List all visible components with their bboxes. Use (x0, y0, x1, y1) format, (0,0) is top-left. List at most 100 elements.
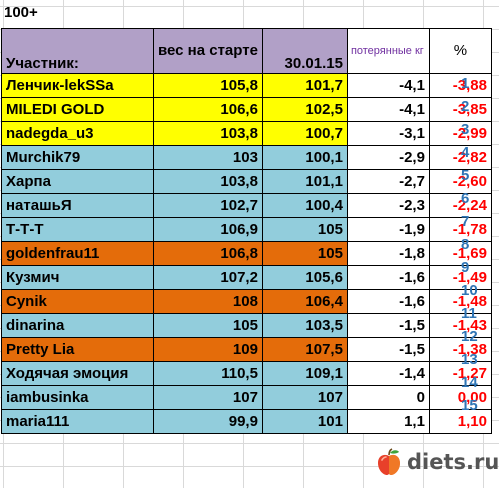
percent-cell[interactable]: -1,49 (428, 265, 492, 290)
participant-cell[interactable]: Т-Т-Т (1, 217, 154, 242)
participant-cell[interactable]: goldenfrau11 (1, 241, 154, 266)
table-row: maria111 99,9 101 1,1 1,10 (1, 409, 492, 434)
percent-cell[interactable]: -2,24 (428, 193, 492, 218)
participant-cell[interactable]: MILEDI GOLD (1, 97, 154, 122)
participant-cell[interactable]: Ходячая эмоция (1, 361, 154, 386)
header-lost-kg[interactable]: потерянные кг (346, 28, 430, 74)
table-row: nadegda_u3 103,8 100,7 -3,1 -2,99 (1, 121, 492, 146)
current-weight-cell[interactable]: 105 (261, 217, 348, 242)
start-weight-cell[interactable]: 103 (153, 145, 263, 170)
lost-kg-cell[interactable]: -3,1 (346, 121, 430, 146)
percent-cell[interactable]: -3,88 (428, 73, 492, 98)
lost-kg-cell[interactable]: -2,7 (346, 169, 430, 194)
rank-label: 11 (461, 305, 477, 322)
sheet-title: 100+ (4, 4, 38, 21)
current-weight-cell[interactable]: 100,7 (261, 121, 348, 146)
start-weight-cell[interactable]: 107 (153, 385, 263, 410)
apple-icon (378, 448, 400, 475)
table-row: MILEDI GOLD 106,6 102,5 -4,1 -3,85 (1, 97, 492, 122)
participant-cell[interactable]: Cynik (1, 289, 154, 314)
rank-label: 7 (461, 213, 470, 230)
start-weight-cell[interactable]: 103,8 (153, 121, 263, 146)
current-weight-cell[interactable]: 106,4 (261, 289, 348, 314)
lost-kg-cell[interactable]: -1,6 (346, 265, 430, 290)
rank-label: 6 (461, 190, 470, 207)
participant-cell[interactable]: Харпа (1, 169, 154, 194)
current-weight-cell[interactable]: 100,1 (261, 145, 348, 170)
rank-label: 12 (461, 328, 478, 345)
current-weight-cell[interactable]: 105,6 (261, 265, 348, 290)
percent-cell[interactable]: -1,43 (428, 313, 492, 338)
participant-cell[interactable]: Кузмич (1, 265, 154, 290)
watermark-text: diets.ru (407, 450, 499, 474)
rank-label: 2 (461, 98, 470, 115)
header-percent[interactable]: % (428, 28, 492, 74)
percent-cell[interactable]: -2,60 (428, 169, 492, 194)
percent-cell[interactable]: -3,85 (428, 97, 492, 122)
table-row: Cynik 108 106,4 -1,6 -1,48 (1, 289, 492, 314)
current-weight-cell[interactable]: 101,1 (261, 169, 348, 194)
start-weight-cell[interactable]: 105,8 (153, 73, 263, 98)
header-date[interactable]: 30.01.15 (261, 28, 348, 74)
start-weight-cell[interactable]: 109 (153, 337, 263, 362)
table-row: Ходячая эмоция 110,5 109,1 -1,4 -1,27 (1, 361, 492, 386)
start-weight-cell[interactable]: 106,9 (153, 217, 263, 242)
current-weight-cell[interactable]: 101,7 (261, 73, 348, 98)
lost-kg-cell[interactable]: 1,1 (346, 409, 430, 434)
start-weight-cell[interactable]: 106,8 (153, 241, 263, 266)
participant-cell[interactable]: Pretty Lia (1, 337, 154, 362)
participant-cell[interactable]: Ленчик-lekSSa (1, 73, 154, 98)
lost-kg-cell[interactable]: -1,5 (346, 313, 430, 338)
start-weight-cell[interactable]: 106,6 (153, 97, 263, 122)
lost-kg-cell[interactable]: -4,1 (346, 73, 430, 98)
current-weight-cell[interactable]: 107,5 (261, 337, 348, 362)
percent-cell[interactable]: -1,78 (428, 217, 492, 242)
table-row: Т-Т-Т 106,9 105 -1,9 -1,78 (1, 217, 492, 242)
participant-cell[interactable]: Murchik79 (1, 145, 154, 170)
current-weight-cell[interactable]: 105 (261, 241, 348, 266)
start-weight-cell[interactable]: 102,7 (153, 193, 263, 218)
start-weight-cell[interactable]: 99,9 (153, 409, 263, 434)
lost-kg-cell[interactable]: -4,1 (346, 97, 430, 122)
lost-kg-cell[interactable]: -2,3 (346, 193, 430, 218)
percent-cell[interactable]: -2,99 (428, 121, 492, 146)
percent-cell[interactable]: 0,00 (428, 385, 492, 410)
rank-label: 10 (461, 282, 478, 299)
current-weight-cell[interactable]: 100,4 (261, 193, 348, 218)
start-weight-cell[interactable]: 103,8 (153, 169, 263, 194)
start-weight-cell[interactable]: 105 (153, 313, 263, 338)
percent-cell[interactable]: -1,69 (428, 241, 492, 266)
results-table: Участник: вес на старте 30.01.15 потерян… (1, 28, 492, 434)
percent-cell[interactable]: 1,10 (428, 409, 492, 434)
percent-cell[interactable]: -1,38 (428, 337, 492, 362)
percent-cell[interactable]: -2,82 (428, 145, 492, 170)
lost-kg-cell[interactable]: -1,6 (346, 289, 430, 314)
percent-cell[interactable]: -1,48 (428, 289, 492, 314)
header-start-weight[interactable]: вес на старте (153, 28, 263, 74)
participant-cell[interactable]: nadegda_u3 (1, 121, 154, 146)
start-weight-cell[interactable]: 107,2 (153, 265, 263, 290)
header-row: Участник: вес на старте 30.01.15 потерян… (1, 28, 492, 74)
lost-kg-cell[interactable]: -1,5 (346, 337, 430, 362)
participant-cell[interactable]: dinarina (1, 313, 154, 338)
table-row: Murchik79 103 100,1 -2,9 -2,82 (1, 145, 492, 170)
header-participant[interactable]: Участник: (1, 28, 154, 74)
lost-kg-cell[interactable]: -1,9 (346, 217, 430, 242)
lost-kg-cell[interactable]: -1,8 (346, 241, 430, 266)
current-weight-cell[interactable]: 109,1 (261, 361, 348, 386)
table-row: iambusinka 107 107 0 0,00 (1, 385, 492, 410)
watermark: diets.ru (374, 447, 499, 477)
current-weight-cell[interactable]: 101 (261, 409, 348, 434)
current-weight-cell[interactable]: 107 (261, 385, 348, 410)
lost-kg-cell[interactable]: 0 (346, 385, 430, 410)
participant-cell[interactable]: maria111 (1, 409, 154, 434)
start-weight-cell[interactable]: 108 (153, 289, 263, 314)
current-weight-cell[interactable]: 103,5 (261, 313, 348, 338)
lost-kg-cell[interactable]: -1,4 (346, 361, 430, 386)
lost-kg-cell[interactable]: -2,9 (346, 145, 430, 170)
start-weight-cell[interactable]: 110,5 (153, 361, 263, 386)
participant-cell[interactable]: наташьЯ (1, 193, 154, 218)
participant-cell[interactable]: iambusinka (1, 385, 154, 410)
percent-cell[interactable]: -1,27 (428, 361, 492, 386)
current-weight-cell[interactable]: 102,5 (261, 97, 348, 122)
